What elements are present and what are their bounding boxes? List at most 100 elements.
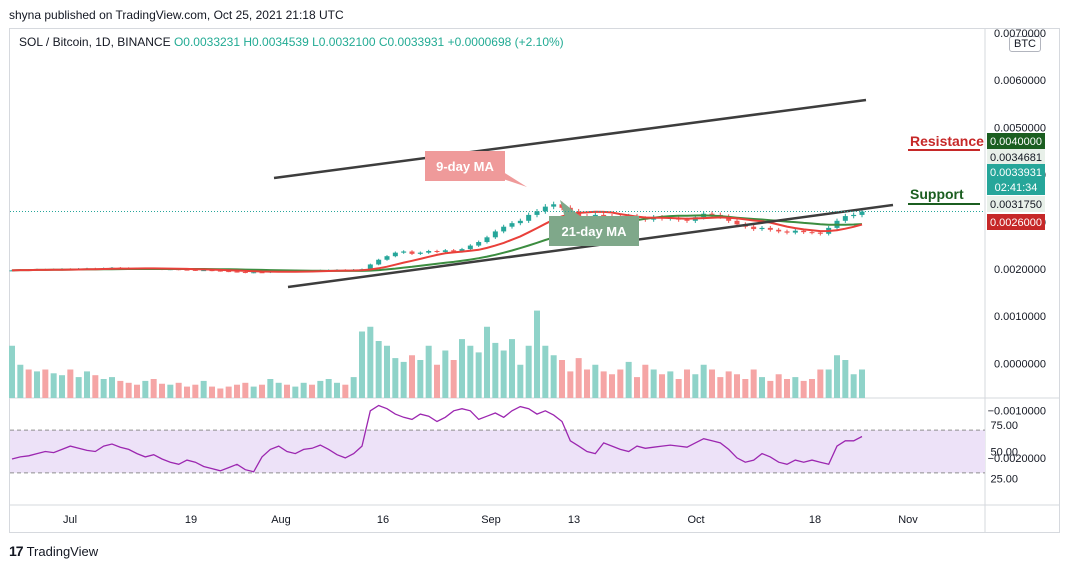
price-tag — [987, 179, 1045, 195]
x-tick-label: 19 — [185, 514, 197, 526]
candle-body — [542, 206, 548, 212]
tv-logo-icon: 17 — [9, 543, 24, 559]
volume-bar — [659, 374, 665, 398]
volume-bar — [734, 374, 740, 398]
volume-bar — [792, 377, 799, 398]
candle-body — [459, 249, 465, 252]
x-tick-label: Nov — [898, 514, 918, 526]
volume-bar — [825, 369, 832, 398]
rsi-tick-label: 25.00 — [990, 473, 1018, 485]
candle-body — [809, 232, 815, 234]
candle-body — [184, 269, 190, 271]
candle-body — [417, 252, 423, 254]
volume-bar — [275, 382, 282, 398]
volume-bar — [34, 371, 40, 398]
volume-bar — [100, 379, 107, 398]
candle-body — [501, 226, 507, 232]
currency-badge[interactable]: BTC — [1009, 36, 1041, 52]
volume-bar — [700, 364, 707, 398]
candle-body — [734, 220, 740, 225]
volume-bar — [592, 364, 599, 398]
volume-bar — [267, 379, 274, 398]
candle-body — [442, 250, 448, 252]
support-label: Support — [910, 186, 964, 202]
volume-bar — [617, 369, 624, 398]
y-tick-label: 0.0070000 — [994, 28, 1046, 40]
y-tick-label: 0.0000000 — [994, 358, 1046, 370]
volume-bar — [634, 377, 640, 398]
symbol-label[interactable]: SOL / Bitcoin, 1D, BINANCE — [19, 35, 171, 49]
candle-body — [684, 219, 690, 221]
volume-bar — [25, 369, 32, 398]
y-tick-label: −0.0010000 — [988, 406, 1046, 418]
volume-bar — [50, 373, 57, 398]
volume-bar — [9, 345, 15, 398]
volume-bar — [850, 374, 857, 398]
upper-channel-line — [273, 98, 867, 180]
candle-body — [709, 213, 715, 215]
y-tick-label: 0.0060000 — [994, 75, 1046, 87]
volume-bar — [242, 382, 249, 398]
candle-body — [234, 271, 240, 273]
y-tick-label: 0.0010000 — [994, 311, 1046, 323]
rsi-tick-label: 50.00 — [990, 447, 1018, 459]
candle-body — [259, 272, 265, 274]
volume-bar — [809, 379, 815, 398]
volume-bar — [667, 371, 674, 398]
volume-bar — [500, 350, 507, 398]
candle-body — [451, 250, 457, 252]
volume-bar — [717, 377, 724, 398]
volume-bar — [75, 377, 82, 398]
candle-body — [242, 272, 248, 274]
volume-bar — [375, 341, 382, 398]
volume-bar — [650, 369, 657, 398]
volume-bar — [475, 352, 482, 398]
high-value: H0.0034539 — [243, 35, 309, 49]
volume-bar — [709, 369, 715, 398]
volume-bar — [584, 369, 590, 398]
candle-body — [392, 252, 398, 257]
volume-bar — [692, 374, 699, 398]
volume-bar — [442, 350, 449, 398]
volume-bar — [292, 386, 299, 398]
candle-body — [851, 214, 857, 217]
candle-body — [801, 230, 807, 233]
volume-bar — [775, 374, 782, 398]
candle-body — [551, 204, 557, 207]
volume-bar — [784, 379, 790, 398]
volume-bar — [259, 384, 265, 398]
candle-body — [492, 231, 498, 238]
candle-body — [526, 214, 532, 221]
volume-bar — [17, 364, 24, 398]
candle-body — [842, 216, 848, 221]
volume-bar — [309, 384, 315, 398]
x-tick-label: Jul — [63, 514, 77, 526]
volume-bar — [559, 360, 565, 398]
volume-bar — [642, 364, 649, 398]
price-tag — [987, 149, 1045, 165]
volume-bar — [767, 380, 774, 398]
candle-body — [192, 269, 198, 271]
candle-body — [859, 211, 865, 215]
rsi-line — [11, 404, 863, 473]
volume-bar — [217, 388, 224, 398]
volume-bar — [175, 382, 182, 398]
volume-bar — [200, 380, 207, 398]
price-tag — [987, 133, 1045, 149]
price-tag-label: 0.0034681 — [990, 152, 1042, 164]
volume-bar — [817, 369, 824, 398]
volume-bar — [609, 374, 615, 398]
price-tag — [987, 164, 1045, 180]
resistance-label: Resistance — [910, 133, 984, 149]
candle-body — [517, 220, 523, 224]
volume-bar — [450, 360, 457, 398]
price-tag — [987, 196, 1045, 212]
candle-body — [367, 264, 373, 270]
price-tag-label: 0.0033931 — [990, 167, 1042, 179]
tradingview-logo[interactable]: 17 TradingView — [9, 543, 98, 559]
volume-bar — [484, 326, 490, 398]
candle-body — [534, 211, 540, 215]
price-tag-label: 02:41:34 — [995, 182, 1038, 194]
price-tag-label: 0.0026000 — [990, 217, 1042, 229]
